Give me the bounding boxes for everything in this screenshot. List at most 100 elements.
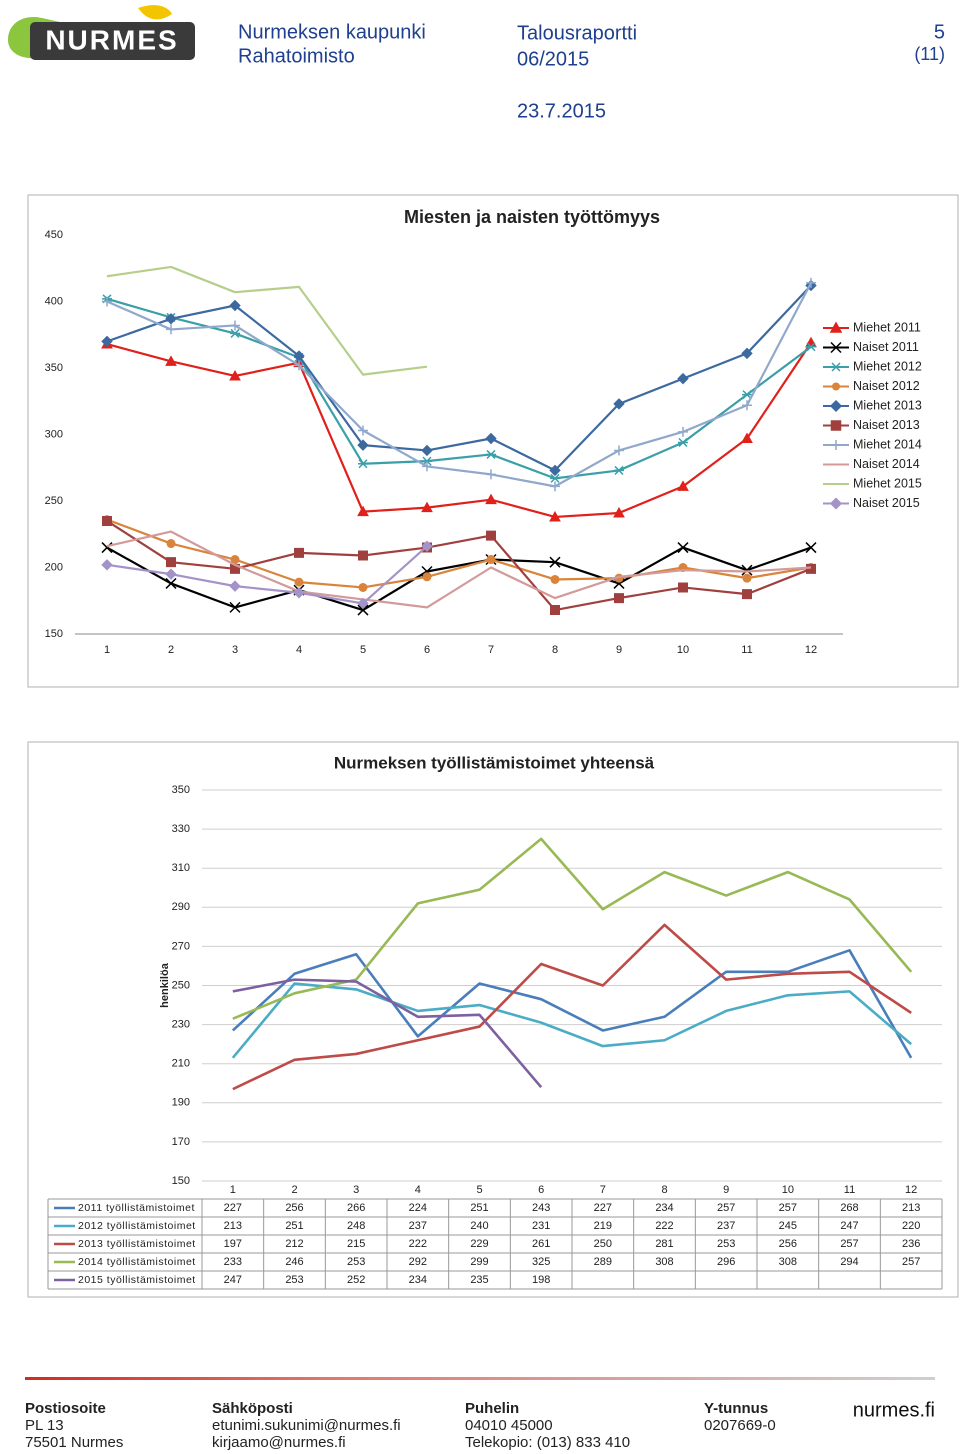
table-cell: 213 <box>902 1202 920 1214</box>
table-cell: 250 <box>594 1238 612 1250</box>
table-cell: 215 <box>347 1238 365 1250</box>
marker <box>102 296 112 307</box>
legend-label: 2013 työllistämistoimet <box>78 1238 196 1250</box>
marker <box>229 580 241 592</box>
series-line <box>106 518 812 589</box>
marker <box>549 464 561 477</box>
marker <box>101 542 113 554</box>
legend-label: Miehet 2014 <box>853 437 922 451</box>
report: Talousraportti <box>517 22 637 44</box>
marker <box>166 324 176 335</box>
marker <box>357 505 369 517</box>
table-cell: 197 <box>224 1238 242 1250</box>
table-header: 3 <box>353 1184 359 1196</box>
legend-marker <box>830 341 842 354</box>
table-header: 10 <box>782 1184 794 1196</box>
table-cell: 224 <box>409 1202 427 1214</box>
marker <box>677 480 689 491</box>
series-line <box>106 530 812 609</box>
legend-marker <box>829 321 843 333</box>
marker <box>742 390 752 400</box>
legend-label: Naiset 2014 <box>853 457 920 471</box>
marker <box>806 563 816 574</box>
y-tick-label: 230 <box>172 1019 190 1031</box>
legend-marker <box>829 399 843 413</box>
date: 23.7.2015 <box>517 100 606 122</box>
legend-label: 2012 työllistämistoimet <box>78 1220 196 1232</box>
series-line <box>231 949 913 1059</box>
table-cell: 257 <box>902 1256 920 1268</box>
table-header: 6 <box>538 1184 544 1196</box>
series-line <box>106 545 428 605</box>
table-cell: 257 <box>779 1202 797 1214</box>
table-cell: 256 <box>779 1238 797 1250</box>
marker <box>806 277 816 288</box>
table-cell: 243 <box>532 1202 550 1214</box>
legend-label: Miehet 2013 <box>853 398 922 412</box>
table-cell: 281 <box>655 1238 673 1250</box>
marker <box>421 540 433 552</box>
table-cell: 227 <box>594 1202 612 1214</box>
table-cell: 219 <box>594 1220 612 1232</box>
table-cell: 245 <box>779 1220 797 1232</box>
marker <box>294 360 304 371</box>
footer-heading: Postiosoite <box>25 1400 106 1417</box>
table-cell: 251 <box>470 1202 488 1214</box>
table-cell: 325 <box>532 1256 550 1268</box>
footer-line: 0207669-0 <box>704 1417 776 1434</box>
table-header: 4 <box>415 1184 421 1196</box>
marker <box>230 328 240 338</box>
marker <box>229 299 241 312</box>
marker <box>550 605 560 616</box>
footer-line: kirjaamo@nurmes.fi <box>212 1434 346 1451</box>
marker <box>165 577 177 589</box>
x-tick-label: 2 <box>168 644 174 656</box>
marker <box>806 342 816 352</box>
table-cell: 308 <box>779 1256 797 1268</box>
marker <box>614 445 624 456</box>
x-tick-label: 3 <box>232 644 238 656</box>
table-cell: 231 <box>532 1220 550 1232</box>
table-header: 9 <box>723 1184 729 1196</box>
marker <box>486 469 496 480</box>
y-tick-label: 300 <box>45 428 63 440</box>
table-header: 12 <box>905 1184 917 1196</box>
marker <box>165 355 177 366</box>
marker <box>422 461 432 472</box>
marker <box>165 568 177 580</box>
marker <box>613 506 625 518</box>
marker <box>294 577 304 587</box>
marker <box>614 593 624 604</box>
y-tick-label: 350 <box>45 362 63 374</box>
marker <box>358 459 368 469</box>
series-line <box>106 342 812 519</box>
y-tick-label: 330 <box>172 823 190 835</box>
legend-label: 2014 työllistämistoimet <box>78 1256 196 1268</box>
table-cell: 229 <box>470 1238 488 1250</box>
table-cell: 252 <box>347 1274 365 1286</box>
marker <box>166 539 176 549</box>
table-cell: 292 <box>409 1256 427 1268</box>
table-cell: 222 <box>409 1238 427 1250</box>
table-cell: 253 <box>347 1256 365 1268</box>
marker <box>741 347 753 360</box>
table-cell: 234 <box>655 1202 673 1214</box>
x-tick-label: 1 <box>104 644 110 656</box>
y-tick-label: 400 <box>45 295 63 307</box>
table-cell: 289 <box>594 1256 612 1268</box>
marker <box>358 550 368 561</box>
legend-marker <box>832 382 840 391</box>
table-cell: 253 <box>285 1274 303 1286</box>
marker <box>230 555 240 565</box>
marker <box>678 437 688 448</box>
marker <box>358 582 368 592</box>
marker <box>550 481 560 492</box>
table-cell: 248 <box>347 1220 365 1232</box>
table-cell: 234 <box>409 1274 427 1286</box>
marker <box>550 473 560 483</box>
y-tick-label: 170 <box>172 1136 190 1148</box>
series-line <box>232 978 543 1089</box>
marker <box>422 572 432 582</box>
chart-frame <box>27 741 959 1298</box>
